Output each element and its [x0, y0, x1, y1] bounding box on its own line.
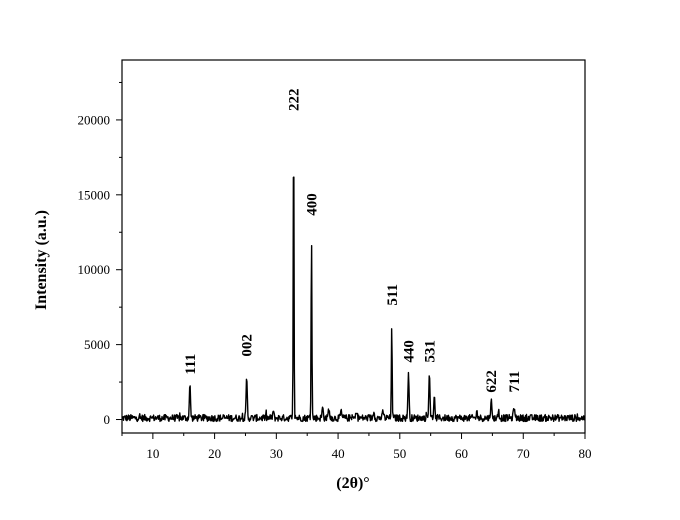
x-tick-label: 60 [455, 446, 468, 461]
x-tick-label: 30 [270, 446, 283, 461]
peak-label-002: 002 [240, 334, 256, 357]
peak-label-511: 511 [385, 284, 401, 306]
peak-labels: 111 002 222 400 511 440 531 622 711 [183, 88, 523, 392]
y-tick-label: 20000 [78, 112, 111, 127]
peak-label-222: 222 [287, 88, 303, 111]
peak-label-440: 440 [401, 340, 417, 363]
peak-label-622: 622 [484, 370, 500, 393]
y-axis-title: Intensity (a.u.) [33, 210, 50, 310]
x-tick-label: 50 [393, 446, 406, 461]
y-tick-label: 5000 [84, 337, 110, 352]
y-tick-label: 0 [104, 412, 111, 427]
x-tick-label: 10 [146, 446, 159, 461]
peak-label-111: 111 [183, 354, 199, 375]
x-tick-label: 80 [579, 446, 592, 461]
y-tick-label: 10000 [78, 262, 111, 277]
y-tick-label: 15000 [78, 187, 111, 202]
peak-label-711: 711 [507, 371, 523, 393]
xrd-pattern-line [121, 176, 586, 423]
plot-frame [121, 59, 586, 434]
x-tick-label: 40 [332, 446, 345, 461]
axis-ticks: 10 20 30 40 50 60 70 80 0 5000 10000 15000 20000 [78, 81, 592, 461]
x-tick-label: 20 [208, 446, 221, 461]
peak-label-400: 400 [305, 193, 321, 216]
x-axis-title: (2θ)° [336, 475, 369, 492]
x-tick-label: 70 [517, 446, 530, 461]
peak-label-531: 531 [422, 340, 438, 363]
